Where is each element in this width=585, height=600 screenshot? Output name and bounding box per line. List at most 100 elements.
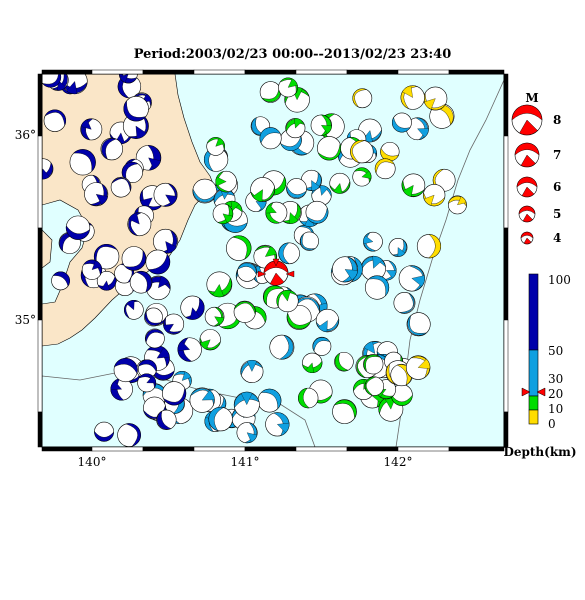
event-beachball-30 [364, 275, 390, 300]
event-beachball-77 [51, 271, 70, 291]
land-miura [42, 229, 53, 269]
event-beachball-66 [393, 292, 416, 314]
event-beachball-61 [305, 200, 329, 224]
event-beachball-127 [110, 176, 132, 198]
depth-label-20: 20 [548, 387, 563, 401]
event-beachball-120 [144, 307, 163, 327]
event-beachball-34 [398, 265, 425, 292]
event-beachball-125 [93, 243, 120, 270]
event-beachball-136 [310, 114, 332, 136]
event-beachball-70 [42, 158, 54, 180]
event-beachball-186 [405, 355, 431, 380]
event-beachball-151 [206, 137, 226, 156]
event-beachball-36 [192, 178, 218, 204]
frame-tick-h [448, 446, 505, 452]
depth-label-100: 100 [548, 273, 571, 287]
magnitude-legend-label-4: 4 [553, 231, 561, 245]
event-beachball-163 [278, 77, 298, 98]
lon-label-140: 140° [78, 455, 107, 469]
depth-unit-label: Depth(km) [503, 445, 576, 459]
event-beachball-172 [285, 118, 306, 139]
depth-marker-right [536, 387, 546, 397]
event-beachball-181 [350, 139, 374, 164]
event-beachball-117 [137, 373, 157, 393]
event-beachball-142 [317, 136, 342, 161]
event-beachball-165 [297, 387, 319, 409]
frame-tick-h [295, 446, 348, 452]
frame-tick-h [142, 446, 195, 452]
event-beachball-54 [388, 238, 408, 257]
event-beachball-43 [257, 388, 282, 413]
magnitude-legend-label-5: 5 [553, 207, 561, 221]
frame-tick-h [91, 69, 144, 75]
frame-tick-h [41, 446, 93, 452]
frame-tick-h [91, 446, 144, 452]
event-beachball-53 [269, 334, 295, 360]
depth-label-30: 30 [548, 372, 563, 386]
magnitude-legend-label-7: 7 [553, 148, 561, 162]
event-beachball-92 [153, 182, 178, 207]
event-beachball-47 [208, 406, 233, 432]
event-beachball-157 [259, 81, 282, 103]
depth-bar-surface [528, 409, 539, 425]
event-beachball-65 [237, 261, 257, 282]
depth-bar-mid [528, 349, 539, 397]
frame-tick-v [503, 411, 509, 448]
event-beachball-169 [352, 167, 372, 187]
event-beachball-158 [199, 329, 221, 351]
frame-tick-v [503, 135, 509, 229]
event-beachball-140 [286, 304, 312, 330]
event-beachball-153 [332, 399, 357, 424]
magnitude-legend-ball-8 [511, 104, 543, 136]
event-beachball-173 [206, 271, 233, 298]
lon-label-142: 142° [384, 455, 413, 469]
event-beachball-88 [80, 118, 103, 141]
event-beachball-21 [278, 242, 300, 265]
event-layer [42, 74, 467, 447]
event-beachball-149 [276, 289, 299, 313]
magnitude-legend-ball-6 [516, 176, 538, 198]
event-beachball-175 [352, 88, 373, 109]
frame-tick-v [37, 319, 43, 413]
event-beachball-69 [299, 231, 319, 251]
event-beachball-166 [329, 172, 351, 194]
event-beachball-124 [42, 74, 62, 88]
frame-tick-h [346, 446, 399, 452]
event-beachball-51 [233, 391, 260, 418]
magnitude-legend-label-8: 8 [553, 113, 561, 127]
frame-tick-v [503, 73, 509, 137]
lat-label-35: 35° [15, 313, 36, 327]
magnitude-legend-label-6: 6 [553, 180, 561, 194]
depth-label-10: 10 [548, 402, 563, 416]
magnitude-legend-ball-5 [518, 205, 536, 223]
event-beachball-128 [81, 259, 103, 280]
frame-tick-v [503, 319, 509, 413]
frame-tick-h [397, 69, 450, 75]
event-beachball-110 [65, 215, 91, 240]
event-beachball-76 [43, 109, 67, 132]
event-beachball-161 [212, 203, 234, 225]
event-beachball-174 [364, 376, 385, 396]
event-beachball-134 [204, 306, 225, 327]
event-beachball-49 [315, 308, 340, 333]
event-beachball-187 [400, 85, 425, 110]
event-beachball-170 [265, 201, 288, 224]
event-beachball-94 [69, 149, 96, 176]
event-beachball-78 [123, 300, 144, 320]
event-beachball-145 [401, 173, 426, 198]
event-beachball-105 [110, 378, 133, 401]
event-beachball-176 [447, 195, 467, 215]
frame-tick-h [244, 446, 297, 452]
event-beachball-188 [423, 183, 446, 207]
event-beachball-39 [265, 412, 290, 437]
frame-tick-h [244, 69, 297, 75]
main-event-marker-top [272, 258, 280, 267]
frame-tick-h [41, 69, 93, 75]
magnitude-legend: 8 7 6 5 4 [511, 104, 561, 245]
event-beachball-67 [189, 387, 215, 413]
frame-tick-h [193, 446, 246, 452]
magnitude-legend-ball-4 [520, 231, 534, 245]
frame-tick-v [503, 227, 509, 321]
event-beachball-177 [380, 141, 400, 162]
frame-tick-h [397, 446, 450, 452]
